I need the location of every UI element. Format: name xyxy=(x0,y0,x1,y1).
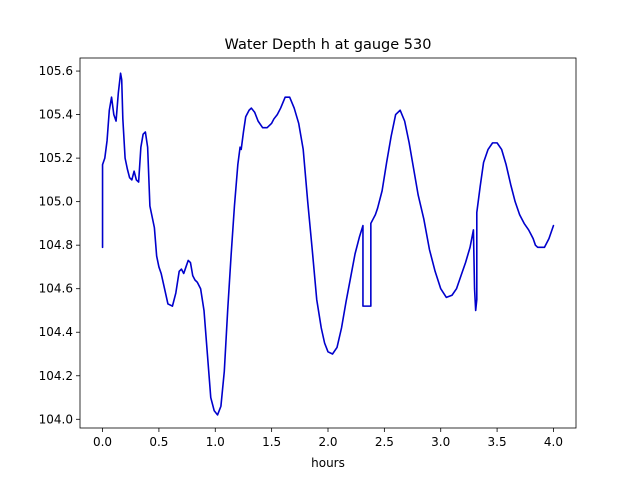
y-tick-label: 104.0 xyxy=(39,412,73,426)
x-tick-label: 0.0 xyxy=(93,435,112,449)
chart-title: Water Depth h at gauge 530 xyxy=(225,37,432,53)
y-axis: 104.0 104.2 104.4 104.6 104.8 105.0 105.2 105.4… xyxy=(39,64,80,426)
x-tick-label: 3.0 xyxy=(431,435,450,449)
x-tick-label: 1.5 xyxy=(262,435,281,449)
x-tick-label: 2.0 xyxy=(318,435,337,449)
y-tick-label: 104.8 xyxy=(39,238,73,252)
y-tick-label: 105.0 xyxy=(39,195,73,209)
y-tick-label: 104.4 xyxy=(39,325,73,339)
y-tick-label: 104.6 xyxy=(39,282,73,296)
y-tick-label: 105.4 xyxy=(39,108,73,122)
x-axis-label: hours xyxy=(311,456,345,470)
x-tick-label: 1.0 xyxy=(206,435,225,449)
x-tick-label: 0.5 xyxy=(149,435,168,449)
x-tick-label: 4.0 xyxy=(544,435,563,449)
x-axis: 0.0 0.5 1.0 1.5 2.0 2.5 3.0 3.5 4.0 xyxy=(93,428,563,449)
plot-area xyxy=(80,58,576,428)
x-tick-label: 3.5 xyxy=(488,435,507,449)
series-line xyxy=(101,72,555,416)
x-tick-label: 2.5 xyxy=(375,435,394,449)
y-tick-label: 105.6 xyxy=(39,64,73,78)
y-tick-label: 104.2 xyxy=(39,369,73,383)
y-tick-label: 105.2 xyxy=(39,151,73,165)
